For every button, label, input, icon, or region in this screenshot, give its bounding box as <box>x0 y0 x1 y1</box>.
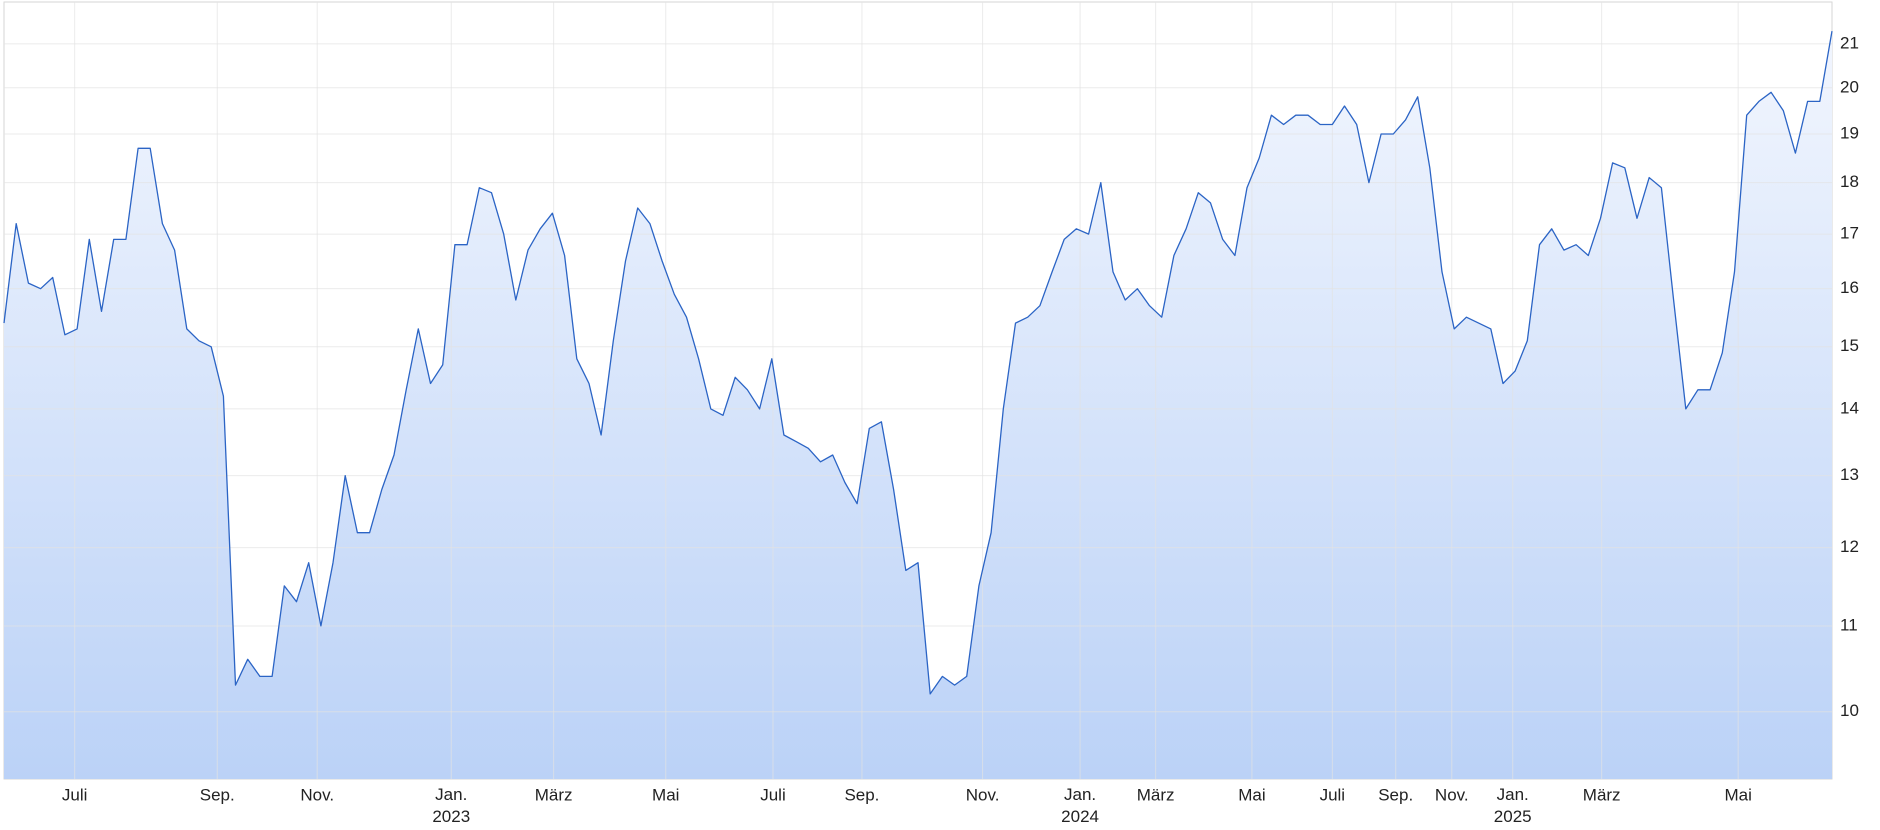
y-tick-label: 14 <box>1840 398 1859 417</box>
y-tick-label: 13 <box>1840 465 1859 484</box>
x-tick-label: Mai <box>1238 785 1265 804</box>
y-tick-label: 15 <box>1840 336 1859 355</box>
y-tick-label: 17 <box>1840 224 1859 243</box>
x-tick-label: Nov. <box>1435 785 1469 804</box>
y-tick-label: 21 <box>1840 33 1859 52</box>
x-tick-label: Juli <box>62 785 88 804</box>
x-tick-label: Jan. 2025 <box>1494 785 1532 826</box>
y-tick-label: 19 <box>1840 123 1859 142</box>
y-tick-label: 16 <box>1840 278 1859 297</box>
y-tick-label: 10 <box>1840 701 1859 720</box>
x-tick-label: März <box>535 785 573 804</box>
x-tick-label: Nov. <box>300 785 334 804</box>
y-tick-label: 18 <box>1840 172 1859 191</box>
y-tick-label: 12 <box>1840 537 1859 556</box>
x-tick-label: Jan. 2023 <box>432 785 470 826</box>
x-tick-label: Sep. <box>1378 785 1413 804</box>
x-tick-label: Juli <box>1320 785 1346 804</box>
x-tick-label: Jan. 2024 <box>1061 785 1099 826</box>
x-tick-label: Sep. <box>200 785 235 804</box>
price-line <box>3 30 1833 695</box>
x-tick-label: März <box>1583 785 1621 804</box>
area <box>4 31 1832 780</box>
x-tick-label: Juli <box>760 785 786 804</box>
y-tick-label: 20 <box>1840 77 1859 96</box>
x-tick-label: Nov. <box>966 785 1000 804</box>
y-tick-label: 11 <box>1840 615 1858 634</box>
x-tick-label: Mai <box>652 785 679 804</box>
x-tick-label: Mai <box>1724 785 1751 804</box>
x-tick-label: Sep. <box>844 785 879 804</box>
x-tick-label: März <box>1137 785 1175 804</box>
